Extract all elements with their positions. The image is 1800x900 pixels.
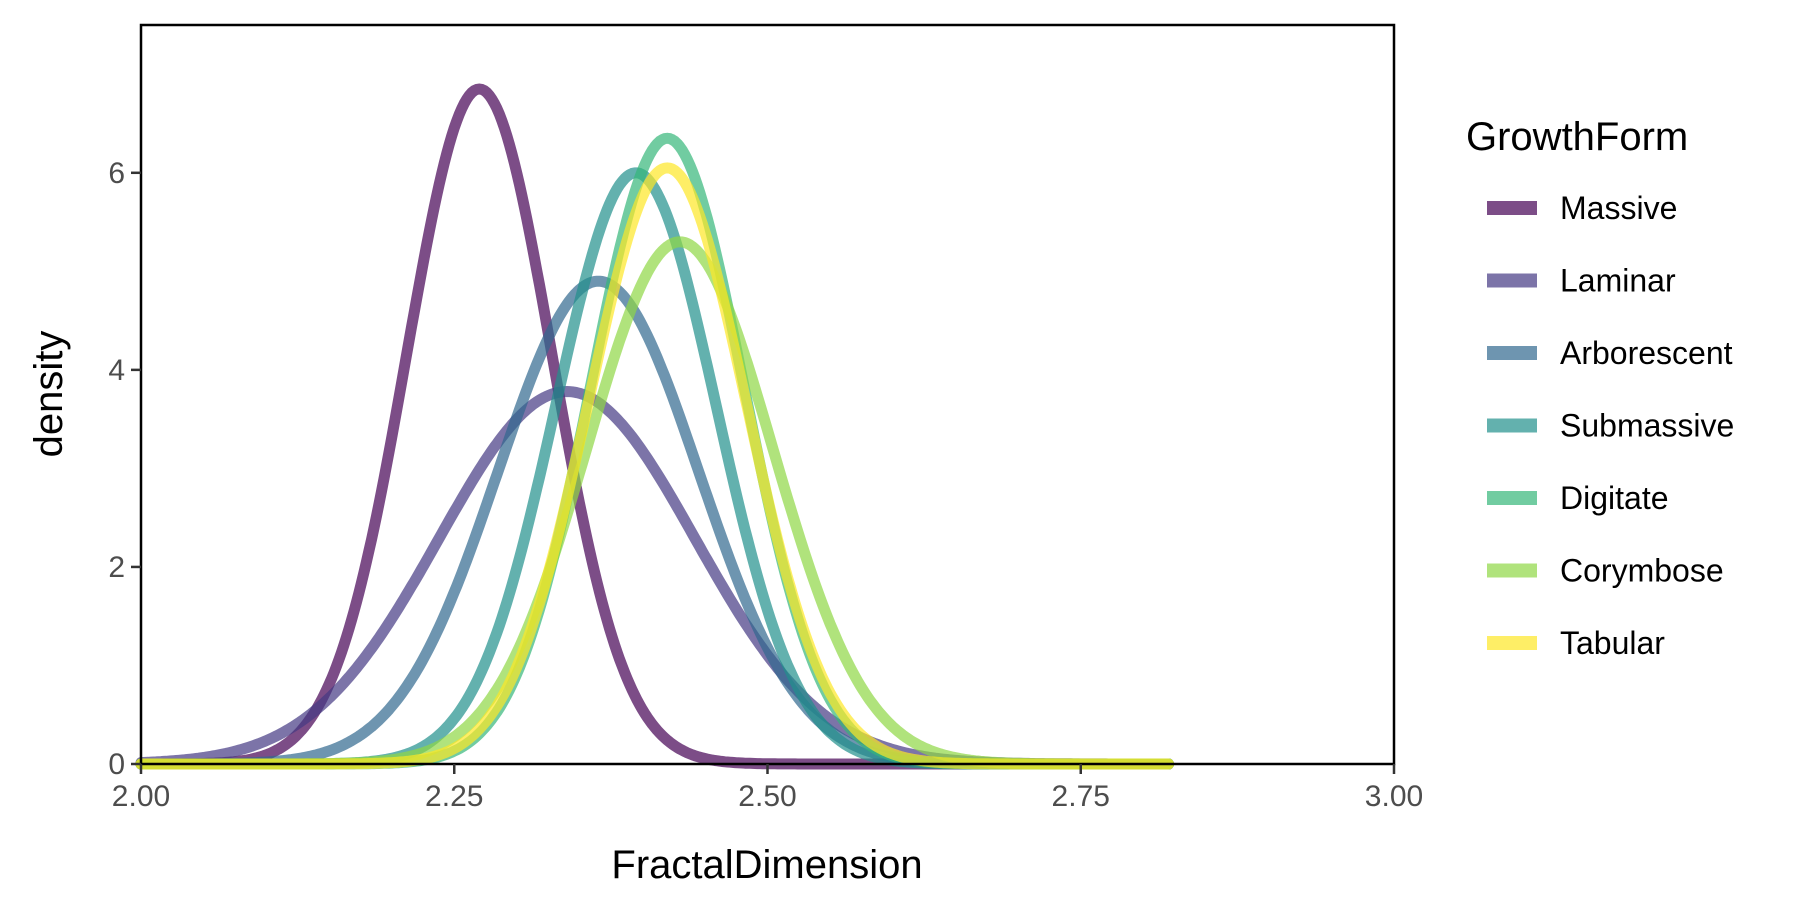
legend-label-corymbose: Corymbose — [1560, 553, 1724, 589]
legend-item-submassive: Submassive — [1487, 408, 1734, 444]
plot-area — [135, 23, 1396, 770]
y-axis-title: density — [27, 331, 71, 458]
x-tick-label: 2.00 — [112, 780, 170, 813]
legend-item-massive: Massive — [1487, 190, 1677, 226]
x-tick-label: 2.50 — [738, 780, 796, 813]
legend-item-arborescent: Arborescent — [1487, 335, 1733, 371]
legend-label-digitate: Digitate — [1560, 480, 1669, 516]
y-tick-label: 2 — [108, 551, 125, 584]
y-tick-label: 0 — [108, 748, 125, 781]
x-axis: 2.00 2.25 2.50 2.75 3.00 — [112, 764, 1423, 813]
density-line-corymbose — [135, 236, 1174, 770]
legend-label-laminar: Laminar — [1560, 263, 1676, 299]
density-curves — [135, 83, 1174, 770]
legend-label-tabular: Tabular — [1560, 625, 1665, 661]
legend-label-massive: Massive — [1560, 190, 1677, 226]
x-tick-label: 2.75 — [1052, 780, 1110, 813]
legend-item-tabular: Tabular — [1487, 625, 1665, 661]
x-axis-title: FractalDimension — [611, 843, 922, 887]
legend: GrowthForm Massive Laminar Arborescent Subm… — [1466, 115, 1734, 661]
density-line-arborescent — [135, 275, 1174, 770]
y-tick-label: 4 — [108, 354, 125, 387]
legend-label-arborescent: Arborescent — [1560, 335, 1733, 371]
x-tick-label: 3.00 — [1365, 780, 1423, 813]
y-axis: 0 2 4 6 — [108, 157, 141, 781]
x-tick-label: 2.25 — [425, 780, 483, 813]
legend-label-submassive: Submassive — [1560, 408, 1734, 444]
legend-title: GrowthForm — [1466, 115, 1688, 159]
density-line-digitate — [135, 132, 1174, 770]
legend-items: Massive Laminar Arborescent Submassive Digit… — [1487, 190, 1734, 661]
legend-item-laminar: Laminar — [1487, 263, 1676, 299]
y-tick-label: 6 — [108, 157, 125, 190]
legend-item-corymbose: Corymbose — [1487, 553, 1724, 589]
density-line-laminar — [135, 386, 1174, 770]
legend-item-digitate: Digitate — [1487, 480, 1669, 516]
